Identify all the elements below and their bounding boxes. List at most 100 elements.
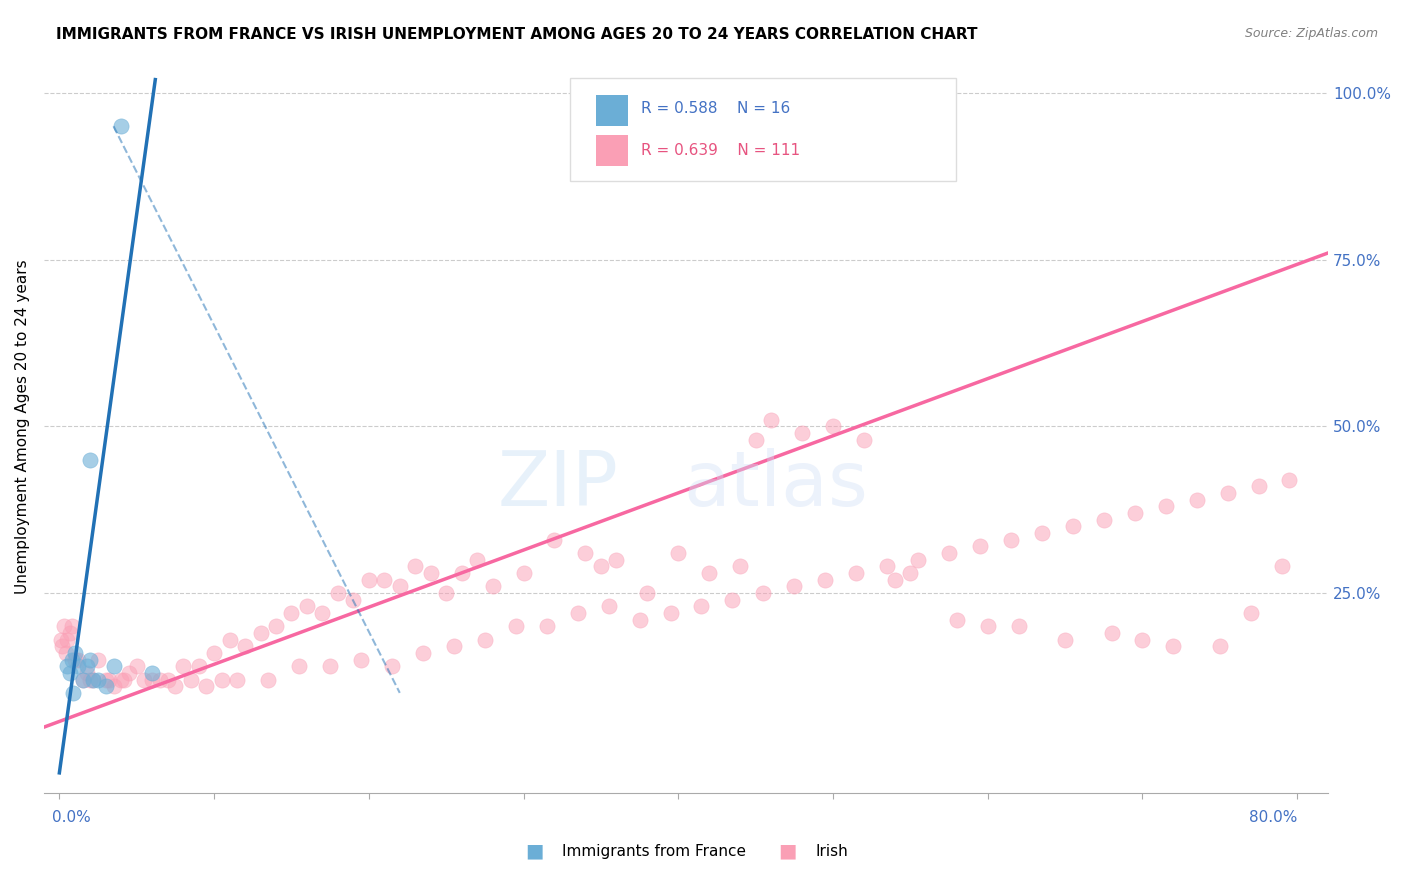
Point <box>876 559 898 574</box>
Point <box>605 552 627 566</box>
Point <box>156 673 179 687</box>
Point <box>257 673 280 687</box>
Point <box>233 639 256 653</box>
Point <box>94 679 117 693</box>
Point <box>295 599 318 614</box>
Point <box>134 673 156 687</box>
Point <box>97 673 120 687</box>
Point <box>211 673 233 687</box>
Point <box>388 579 411 593</box>
Point <box>202 646 225 660</box>
Point <box>690 599 713 614</box>
Point <box>60 619 83 633</box>
Point <box>49 632 72 647</box>
Point <box>412 646 434 660</box>
Point <box>76 659 98 673</box>
Point <box>666 546 689 560</box>
Point <box>357 573 380 587</box>
Point <box>1209 639 1232 653</box>
Point <box>311 606 333 620</box>
Text: Immigrants from France: Immigrants from France <box>562 845 747 859</box>
Point <box>697 566 720 580</box>
Text: ZIP: ZIP <box>498 448 619 522</box>
Point <box>94 673 117 687</box>
Point <box>434 586 457 600</box>
FancyBboxPatch shape <box>596 95 628 126</box>
Point <box>125 659 148 673</box>
Text: Irish: Irish <box>603 140 645 155</box>
Point <box>82 673 104 687</box>
Point <box>82 673 104 687</box>
Point <box>474 632 496 647</box>
Point <box>946 613 969 627</box>
FancyBboxPatch shape <box>596 135 628 166</box>
Point <box>1123 506 1146 520</box>
Text: R = 0.588    N = 16: R = 0.588 N = 16 <box>641 101 790 116</box>
Point <box>721 592 744 607</box>
Point <box>536 619 558 633</box>
Point <box>56 632 79 647</box>
Point <box>1216 486 1239 500</box>
Point <box>1278 473 1301 487</box>
Point <box>1000 533 1022 547</box>
Point <box>319 659 342 673</box>
Point <box>814 573 837 587</box>
Point <box>1008 619 1031 633</box>
Point <box>628 613 651 627</box>
Point <box>118 665 141 680</box>
Point <box>783 579 806 593</box>
Point <box>659 606 682 620</box>
Point <box>79 452 101 467</box>
Point <box>342 592 364 607</box>
Point <box>326 586 349 600</box>
Point <box>443 639 465 653</box>
Point <box>567 606 589 620</box>
Point <box>419 566 441 580</box>
Point <box>87 652 110 666</box>
Point <box>172 659 194 673</box>
Point <box>938 546 960 560</box>
Point <box>381 659 404 673</box>
Text: atlas: atlas <box>683 448 869 522</box>
Point <box>481 579 503 593</box>
Point <box>1062 519 1084 533</box>
Point <box>149 673 172 687</box>
Point <box>87 673 110 687</box>
Point <box>63 652 86 666</box>
Text: 80.0%: 80.0% <box>1249 810 1298 824</box>
Point <box>280 606 302 620</box>
Point <box>103 679 125 693</box>
Text: Irish: Irish <box>815 845 848 859</box>
Point <box>187 659 209 673</box>
Point <box>72 673 94 687</box>
Point <box>1154 500 1177 514</box>
Point <box>110 673 132 687</box>
Point <box>51 639 73 653</box>
Point <box>907 552 929 566</box>
Point <box>744 433 766 447</box>
Point <box>505 619 527 633</box>
Point <box>589 559 612 574</box>
Point <box>59 665 82 680</box>
Point <box>898 566 921 580</box>
Point <box>450 566 472 580</box>
Point <box>112 673 135 687</box>
Y-axis label: Unemployment Among Ages 20 to 24 years: Unemployment Among Ages 20 to 24 years <box>15 259 30 593</box>
Text: ■: ■ <box>524 841 544 860</box>
Point <box>195 679 218 693</box>
Point <box>752 586 775 600</box>
Point <box>53 619 76 633</box>
Point <box>141 665 163 680</box>
Point <box>574 546 596 560</box>
Point <box>845 566 868 580</box>
Point <box>79 652 101 666</box>
Point <box>543 533 565 547</box>
Point <box>1240 606 1263 620</box>
Point <box>1163 639 1185 653</box>
Point <box>1101 626 1123 640</box>
Point <box>79 673 101 687</box>
Point <box>1132 632 1154 647</box>
Point <box>60 652 83 666</box>
Point <box>465 552 488 566</box>
Text: R = 0.588    N = 16: R = 0.588 N = 16 <box>603 89 752 104</box>
